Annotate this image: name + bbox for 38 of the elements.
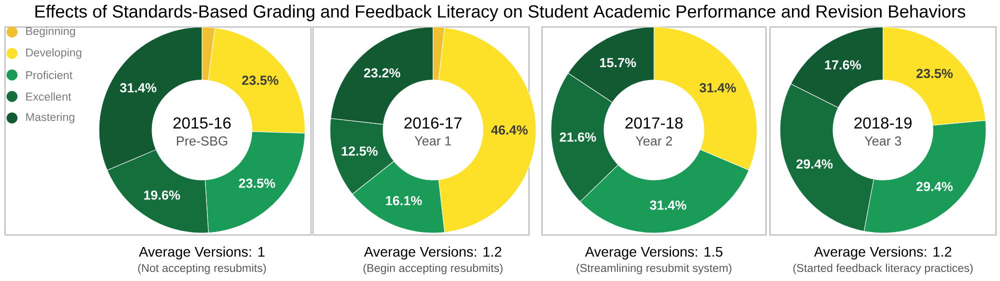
data-label: 21.6% xyxy=(560,132,596,142)
text: Average Versions: 1.5 xyxy=(585,246,722,260)
text: Effects of Standards-Based Grading and Feedback Literacy on Student Academic Performance and Revision Behaviors xyxy=(35,4,966,22)
text: 2016-17 xyxy=(404,117,462,129)
data-label: 31.4% xyxy=(120,83,156,92)
text: 2018-19 xyxy=(854,117,912,129)
text: (Started feedback literacy practices) xyxy=(793,264,973,274)
data-label: 31.4% xyxy=(650,200,686,210)
text: Average Versions: 1.2 xyxy=(364,246,502,260)
text: Pre-SBG xyxy=(176,136,228,146)
text: Average Versions: 1.2 xyxy=(814,246,952,260)
legend-label: Beginning xyxy=(26,26,75,38)
text: Year 1 xyxy=(414,136,452,146)
text: (Streamlining resubmit system) xyxy=(576,264,732,274)
data-label: 19.6% xyxy=(144,190,180,200)
text: 2015-16 xyxy=(173,117,231,129)
text: Year 2 xyxy=(636,136,672,146)
data-label: 29.4% xyxy=(916,182,953,192)
text: (Not accepting resubmits) xyxy=(138,264,266,274)
legend-label: Proficient xyxy=(26,70,72,80)
text: Year 3 xyxy=(864,136,902,146)
data-label: 12.5% xyxy=(342,146,378,156)
data-label: 17.6% xyxy=(825,60,861,70)
data-label: 23.5% xyxy=(242,76,278,85)
data-label: 23.2% xyxy=(364,68,400,78)
legend-label: Mastering xyxy=(26,112,74,124)
data-label: 15.7% xyxy=(600,58,636,68)
data-label: 31.4% xyxy=(700,83,736,92)
data-label: 23.5% xyxy=(238,178,276,188)
text: Average Versions: 1 xyxy=(138,246,264,260)
data-label: 16.1% xyxy=(386,196,422,206)
legend-label: Excellent xyxy=(26,92,72,101)
data-label: 29.4% xyxy=(796,159,833,169)
data-label: 46.4% xyxy=(491,125,528,135)
text: 2017-18 xyxy=(625,117,683,129)
data-label: 23.5% xyxy=(916,68,953,78)
text: (Begin accepting resubmits) xyxy=(363,264,503,274)
legend-label: Developing xyxy=(26,48,82,59)
